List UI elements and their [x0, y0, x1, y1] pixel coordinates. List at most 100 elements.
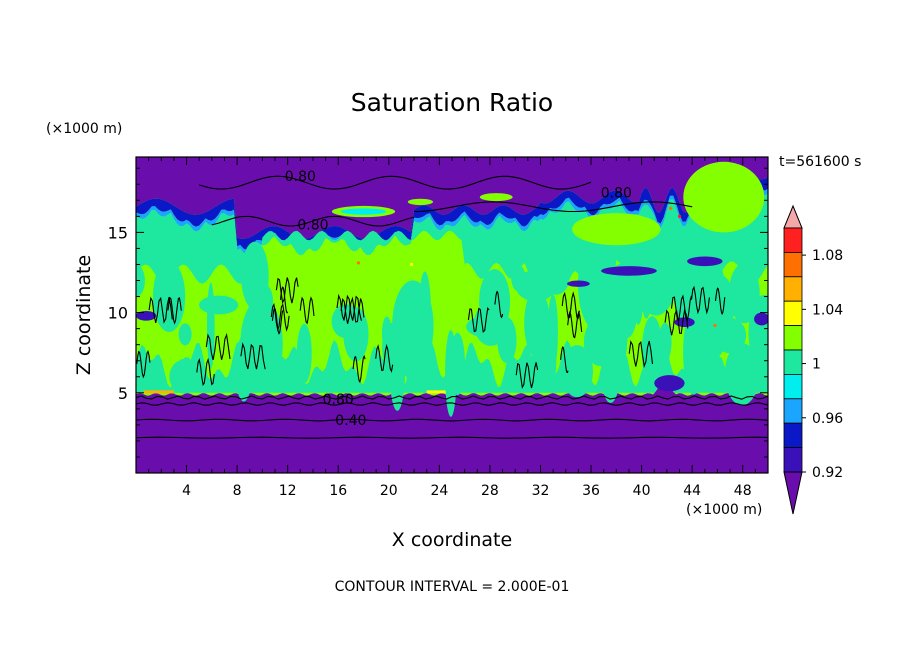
contour-squiggle — [561, 291, 580, 320]
chart-title: Saturation Ratio — [350, 88, 554, 117]
contour-squiggle — [375, 343, 394, 373]
interface-yellow-patch — [426, 390, 459, 394]
blue-blob — [567, 280, 590, 287]
contour-squiggle — [299, 296, 315, 325]
teal-plume — [615, 256, 639, 339]
teal-plume — [511, 264, 526, 292]
colorbar-band — [783, 398, 803, 424]
contour-040 — [136, 418, 768, 422]
colorbar-band — [783, 325, 803, 351]
speck — [356, 261, 361, 265]
contour-upper-a — [199, 175, 592, 190]
x-unit-label: (×1000 m) — [686, 502, 763, 518]
contour-upper-b — [211, 215, 415, 227]
colorbar-band — [783, 447, 803, 473]
contour-squiggle — [136, 349, 151, 379]
upper-dry-layer — [136, 157, 768, 239]
contour-squiggle — [467, 307, 490, 333]
teal-plume — [136, 264, 145, 297]
speck — [669, 206, 673, 210]
interface-orange-patch — [143, 390, 174, 394]
contour-squiggle — [628, 340, 654, 369]
contour-squiggle — [560, 346, 569, 374]
contour-squiggle — [205, 332, 231, 361]
green-upper-bulge — [683, 161, 765, 233]
x-tick-label: 16 — [329, 483, 347, 499]
blue-blob — [687, 256, 723, 267]
contour-label: 0.80 — [601, 185, 632, 201]
teal-plume — [728, 263, 760, 324]
x-tick-label: 32 — [532, 483, 550, 499]
contour-squiggle — [340, 296, 365, 324]
contour-label: 0.40 — [335, 413, 366, 429]
colorbar-band — [783, 276, 803, 302]
contour-inversion — [136, 395, 768, 400]
speck — [409, 262, 414, 267]
cyan-lens — [340, 208, 387, 215]
blue-blob — [601, 266, 657, 276]
contour-squiggle — [336, 293, 362, 321]
contour-label: 0.80 — [297, 217, 328, 233]
contour-squiggle — [664, 308, 689, 336]
contour-upper-c — [414, 201, 693, 213]
contour-squiggle — [670, 294, 693, 324]
x-tick-label: 48 — [734, 483, 752, 499]
teal-plume — [639, 231, 653, 319]
contour-interval-note: CONTOUR INTERVAL = 2.000E-01 — [334, 579, 570, 595]
colorbar-band — [783, 300, 803, 327]
teal-plume — [199, 295, 239, 315]
contour-squiggle — [352, 354, 366, 384]
contour-squiggle — [279, 286, 289, 314]
teal-plume — [686, 286, 707, 351]
teal-plume — [577, 238, 616, 331]
green-lens — [407, 198, 434, 206]
contour-080 — [136, 402, 768, 406]
teal-plume — [561, 345, 594, 398]
contour-squiggle — [275, 277, 299, 305]
contour-squiggle — [148, 296, 173, 324]
x-tick-label: 44 — [683, 483, 701, 499]
x-tick-label: 8 — [233, 483, 242, 499]
contour-squiggle — [515, 362, 539, 389]
speck — [677, 214, 682, 218]
time-label: t=561600 s — [779, 154, 862, 170]
colorbar-top-arrow — [783, 204, 803, 229]
speck — [713, 323, 717, 328]
colorbar-band — [783, 251, 803, 278]
teal-plume — [343, 307, 369, 362]
colorbar-label: 1.04 — [812, 302, 843, 318]
teal-plume — [181, 357, 193, 374]
teal-plume — [392, 280, 434, 372]
colorbar-label: 0.96 — [812, 411, 843, 427]
plot-area — [136, 157, 768, 473]
contour-squiggle — [690, 285, 710, 315]
colorbar-label: 0.92 — [812, 465, 843, 481]
x-tick-label: 20 — [380, 483, 398, 499]
z-unit-label: (×1000 m) — [46, 121, 123, 137]
teal-plume — [178, 323, 192, 346]
blue-blob — [136, 310, 157, 321]
colorbar-band — [783, 422, 803, 449]
contour-020 — [136, 436, 768, 439]
colorbar-label: 1.08 — [812, 248, 843, 264]
green-upper-right — [572, 213, 661, 246]
teal-plume — [450, 332, 466, 396]
x-axis-label: X coordinate — [391, 529, 513, 551]
teal-plume — [641, 316, 663, 387]
colorbar-bottom-arrow — [783, 471, 803, 515]
contour-squiggle — [240, 342, 266, 370]
teal-plume — [601, 345, 620, 403]
y-tick-label: 15 — [108, 223, 128, 242]
y-axis-label: Z coordinate — [73, 254, 95, 376]
teal-plume — [724, 342, 760, 406]
contour-squiggle — [714, 287, 726, 316]
x-tick-label: 28 — [481, 483, 499, 499]
colorbar: 0.92 0.96 1 1.04 1.08 — [783, 204, 843, 515]
blue-blob — [654, 375, 685, 392]
x-tick-label: 4 — [182, 483, 191, 499]
colorbar-band — [783, 349, 803, 375]
contour-squiggle — [167, 296, 182, 325]
